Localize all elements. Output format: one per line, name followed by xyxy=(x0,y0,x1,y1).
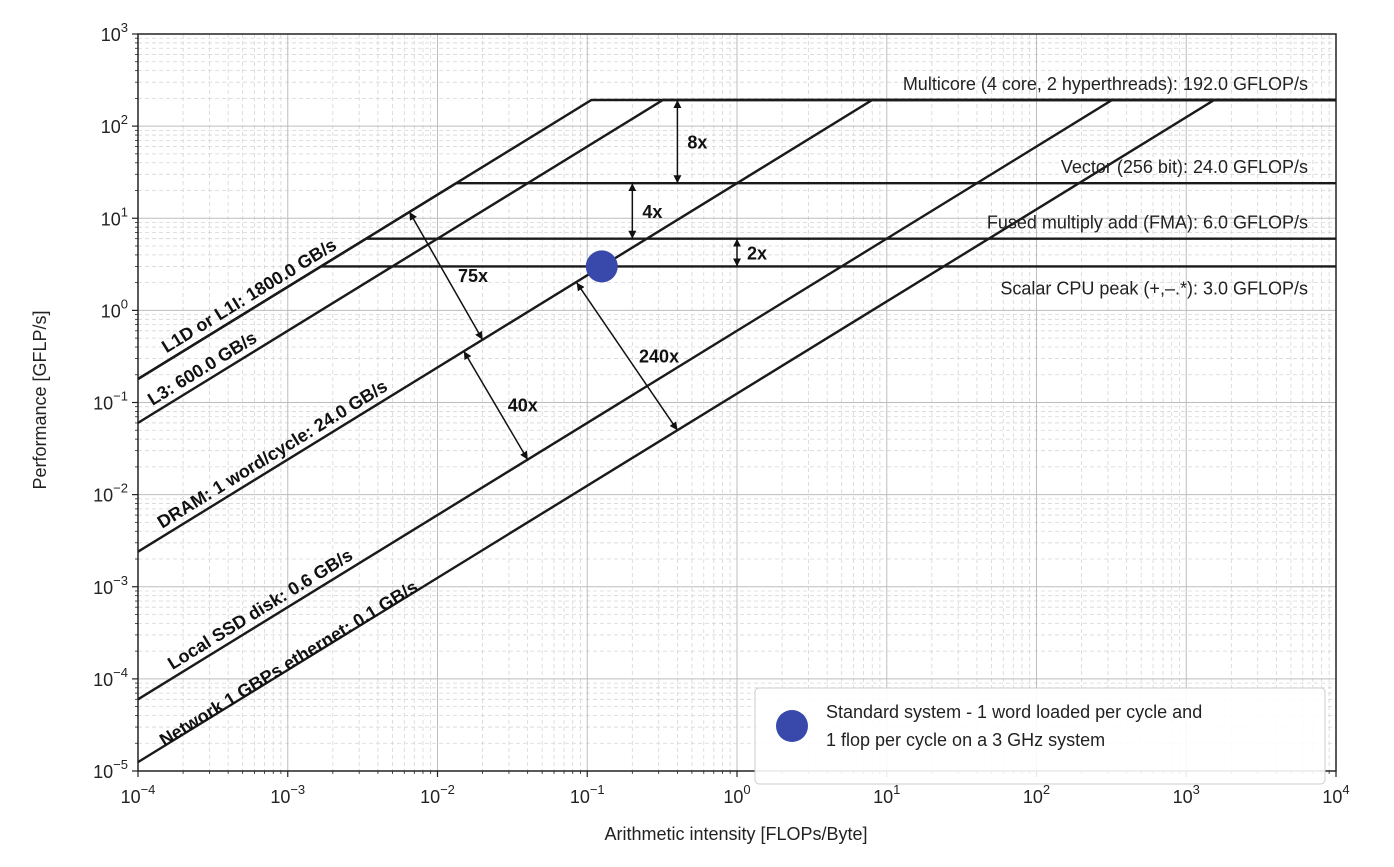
y-tick-label: 102 xyxy=(101,112,128,137)
x-axis-label: Arithmetic intensity [FLOPs/Byte] xyxy=(604,824,867,844)
legend: Standard system - 1 word loaded per cycl… xyxy=(754,687,1326,785)
x-tick-label: 10−3 xyxy=(270,782,305,807)
x-tick-exponent: −1 xyxy=(590,782,605,797)
x-tick-exponent: −2 xyxy=(440,782,455,797)
data-point-0 xyxy=(585,250,618,283)
y-tick-label: 103 xyxy=(101,20,128,45)
x-tick-label: 10−4 xyxy=(121,782,156,807)
y-tick-exponent: 0 xyxy=(121,296,128,311)
roofline-lines xyxy=(137,98,1336,764)
y-tick-label: 100 xyxy=(101,296,128,321)
x-tick-exponent: 3 xyxy=(1193,782,1200,797)
ratio-arrow-4 xyxy=(576,282,679,431)
x-tick-exponent: −3 xyxy=(290,782,305,797)
ratio-arrow-3 xyxy=(408,211,484,341)
ratio-label-2: 2x xyxy=(747,244,767,264)
x-tick-exponent: −4 xyxy=(141,782,156,797)
y-tick-exponent: −1 xyxy=(113,389,128,404)
x-tick-exponent: 1 xyxy=(893,782,900,797)
bandwidth-label-3: Local SSD disk: 0.6 GB/s xyxy=(164,545,356,674)
ratio-arrows: 8x 4x 2x 75x 240x 40x xyxy=(408,100,767,460)
y-axis-label: Performance [GFLP/s] xyxy=(30,310,50,489)
line-labels: L1D or L1I: 1800.0 GB/sL3: 600.0 GB/sDRA… xyxy=(144,74,1308,750)
y-tick-label: 10−5 xyxy=(93,757,128,782)
ratio-arrow-5 xyxy=(463,350,529,460)
y-tick-exponent: −3 xyxy=(113,573,128,588)
y-tick-label: 10−3 xyxy=(93,573,128,598)
ratio-label-1: 4x xyxy=(642,202,662,222)
ratio-label-5: 40x xyxy=(508,395,538,415)
x-tick-label: 102 xyxy=(1023,782,1050,807)
y-tick-label: 10−1 xyxy=(93,389,128,414)
ratio-label-4: 240x xyxy=(639,346,679,366)
x-tick-label: 10−2 xyxy=(420,782,455,807)
y-tick-exponent: −4 xyxy=(113,665,128,680)
x-tick-exponent: 4 xyxy=(1342,782,1349,797)
x-tick-exponent: 0 xyxy=(743,782,750,797)
ratio-label-0: 8x xyxy=(687,133,707,153)
legend-box xyxy=(754,687,1326,785)
ceiling-label-1: Vector (256 bit): 24.0 GFLOP/s xyxy=(1061,157,1308,177)
legend-text-line-1: Standard system - 1 word loaded per cycl… xyxy=(826,702,1202,722)
x-tick-label: 100 xyxy=(723,782,750,807)
grid xyxy=(137,33,1337,772)
ceiling-label-2: Fused multiply add (FMA): 6.0 GFLOP/s xyxy=(987,213,1308,233)
ceiling-label-0: Multicore (4 core, 2 hyperthreads): 192.… xyxy=(903,74,1308,94)
ceiling-label-3: Scalar CPU peak (+,–.*): 3.0 GFLOP/s xyxy=(1000,278,1308,298)
x-tick-label: 10−1 xyxy=(570,782,605,807)
x-tick-label: 104 xyxy=(1322,782,1349,807)
y-tick-exponent: −2 xyxy=(113,481,128,496)
y-tick-label: 10−4 xyxy=(93,665,128,690)
y-tick-label: 10−2 xyxy=(93,481,128,506)
y-tick-exponent: 3 xyxy=(121,20,128,35)
legend-marker xyxy=(776,710,808,742)
y-tick-exponent: 1 xyxy=(121,204,128,219)
y-tick-label: 101 xyxy=(101,204,128,229)
x-tick-exponent: 2 xyxy=(1043,782,1050,797)
y-tick-exponent: 2 xyxy=(121,112,128,127)
data-points xyxy=(585,250,618,283)
y-tick-exponent: −5 xyxy=(113,757,128,772)
x-tick-label: 101 xyxy=(873,782,900,807)
legend-text-line-2: 1 flop per cycle on a 3 GHz system xyxy=(826,730,1105,750)
x-tick-label: 103 xyxy=(1173,782,1200,807)
ratio-label-3: 75x xyxy=(458,266,488,286)
